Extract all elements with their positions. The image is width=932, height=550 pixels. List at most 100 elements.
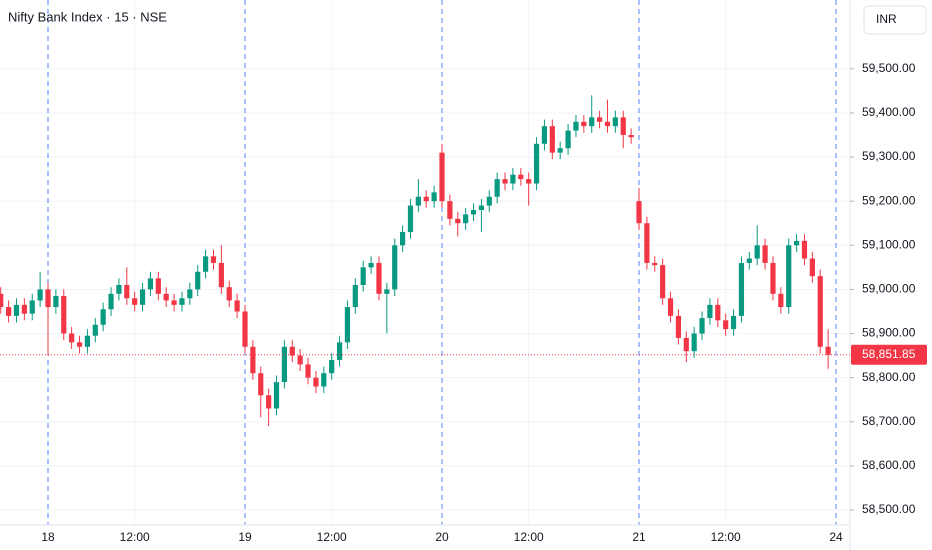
y-tick-label: 58,800.00 xyxy=(862,370,916,384)
candle-body xyxy=(683,337,689,352)
candle-body xyxy=(738,262,745,316)
candle-body xyxy=(289,346,295,356)
y-tick-label: 59,500.00 xyxy=(862,61,916,75)
candle-body xyxy=(754,245,760,259)
y-tick-label: 59,400.00 xyxy=(862,105,916,119)
candle-body xyxy=(612,117,618,127)
candle-body xyxy=(486,196,492,206)
candle-body xyxy=(250,346,256,374)
x-tick-label: 20 xyxy=(435,530,449,544)
candle-body xyxy=(667,298,674,316)
candle-body xyxy=(124,285,130,299)
candle-body xyxy=(13,304,20,316)
candle-body xyxy=(61,296,67,334)
candle-body xyxy=(439,152,445,202)
candle-body xyxy=(723,320,729,330)
candle-body xyxy=(37,289,43,301)
x-tick-label: 12:00 xyxy=(711,530,741,544)
candle-body xyxy=(589,117,595,127)
candle-body xyxy=(376,262,382,294)
candle-body xyxy=(455,218,461,224)
candle-body xyxy=(226,287,232,301)
candle-body xyxy=(116,285,122,294)
candle-body xyxy=(297,355,303,365)
candle-body xyxy=(336,342,343,360)
candle-body xyxy=(321,373,327,387)
candle-body xyxy=(384,289,390,294)
candle-body xyxy=(541,126,548,144)
candle-body xyxy=(762,245,768,263)
candle-body xyxy=(305,364,311,378)
candle-body xyxy=(203,256,209,272)
candle-body xyxy=(92,324,98,336)
x-tick-label: 21 xyxy=(632,530,646,544)
candle-body xyxy=(809,258,815,277)
candle-body xyxy=(549,126,555,153)
y-tick-label: 58,600.00 xyxy=(862,458,916,472)
candle-body xyxy=(470,210,477,215)
candle-body xyxy=(242,311,248,347)
x-tick-label: 18 xyxy=(41,530,55,544)
candle-body xyxy=(313,377,319,387)
candle-body xyxy=(478,205,484,210)
candle-body xyxy=(620,117,626,135)
candle-body xyxy=(0,293,4,308)
candle-body xyxy=(195,271,201,290)
x-tick-label: 24 xyxy=(829,530,843,544)
candle-body xyxy=(218,262,224,288)
x-tick-label: 12:00 xyxy=(120,530,150,544)
candle-body xyxy=(565,130,571,149)
candle-body xyxy=(652,262,658,266)
candle-body xyxy=(825,346,831,355)
candle-body xyxy=(675,315,681,338)
candle-body xyxy=(801,240,808,259)
candle-body xyxy=(352,285,358,308)
y-tick-label: 59,300.00 xyxy=(862,149,916,163)
currency-label[interactable]: INR xyxy=(876,12,897,26)
last-price-label: 58,851.85 xyxy=(862,347,916,361)
candle-body xyxy=(431,192,437,202)
candle-body xyxy=(329,360,335,374)
candle-body xyxy=(423,196,429,202)
candle-body xyxy=(770,262,776,294)
candle-body xyxy=(53,296,59,308)
candle-body xyxy=(266,395,272,409)
candle-body xyxy=(108,293,114,310)
candle-body xyxy=(447,201,453,219)
y-tick-label: 58,900.00 xyxy=(862,326,916,340)
candle-body xyxy=(6,307,12,316)
y-tick-label: 59,000.00 xyxy=(862,282,916,296)
candle-body xyxy=(581,121,587,127)
candle-body xyxy=(660,265,666,299)
currency-button[interactable] xyxy=(863,5,927,35)
y-tick-label: 58,700.00 xyxy=(862,414,916,428)
candle-body xyxy=(699,318,705,334)
candle-body xyxy=(494,179,500,197)
candle-body xyxy=(392,245,398,290)
candle-body xyxy=(502,179,508,184)
candle-body xyxy=(691,333,697,352)
candle-body xyxy=(794,240,800,246)
candle-body xyxy=(526,179,532,184)
candle-body xyxy=(644,223,650,263)
x-tick-label: 12:00 xyxy=(317,530,347,544)
candle-body xyxy=(281,346,287,383)
chart-title: Nifty Bank Index · 15 · NSE xyxy=(8,9,167,24)
candle-body xyxy=(636,201,642,224)
y-tick-label: 59,100.00 xyxy=(862,237,916,251)
candle-body xyxy=(210,256,217,263)
candle-body xyxy=(746,258,752,263)
candle-body xyxy=(415,196,421,206)
candle-body xyxy=(715,304,721,321)
x-tick-label: 19 xyxy=(238,530,252,544)
candle-body xyxy=(344,307,351,343)
candle-body xyxy=(273,382,280,409)
candle-body xyxy=(171,300,177,305)
candle-body xyxy=(533,143,540,184)
candle-body xyxy=(155,278,161,294)
y-tick-label: 59,200.00 xyxy=(862,193,916,207)
candle-body xyxy=(45,289,51,308)
candle-body xyxy=(360,267,366,285)
last-price-box xyxy=(851,344,927,365)
